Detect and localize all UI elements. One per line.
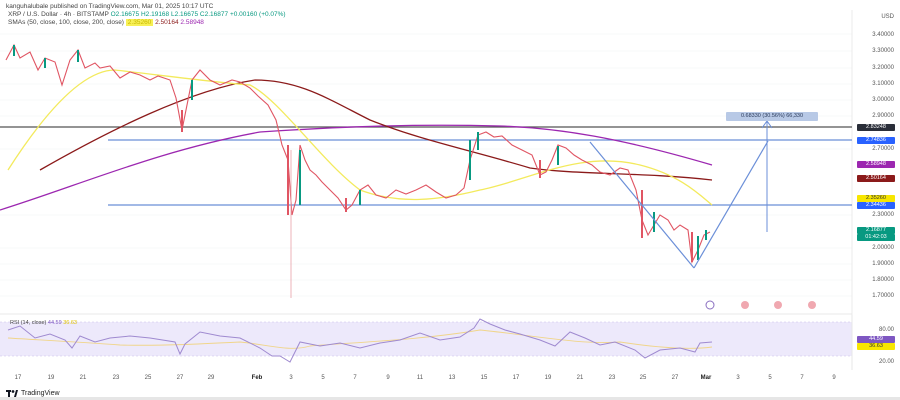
price-tick: 2.00000	[872, 245, 894, 251]
sma50-value: 2.35260	[125, 19, 154, 26]
ohlc-change: +0.00160 (+0.07%)	[229, 11, 286, 18]
currency-label: USD	[881, 14, 894, 20]
price-tag-sma100: 2.50164	[857, 175, 895, 182]
time-tick: 7	[800, 375, 804, 381]
time-tick: 17	[14, 375, 22, 381]
flag-us-icon	[741, 301, 749, 309]
time-tick: 19	[544, 375, 552, 381]
rsi-value: 44.59	[47, 320, 62, 326]
price-tag-blue-lower: 2.34436	[857, 202, 895, 209]
time-tick: 9	[386, 375, 390, 381]
time-tick: 17	[512, 375, 520, 381]
price-tag-sma50: 2.35260	[857, 195, 895, 202]
time-tick: 5	[321, 375, 325, 381]
ohlc-high: H2.19168	[140, 11, 170, 18]
symbol-name[interactable]: XRP / U.S. Dollar · 4h · BITSTAMP	[8, 11, 109, 18]
time-tick: 5	[768, 375, 772, 381]
time-tick-month: Mar	[700, 375, 712, 381]
ohlc-open: O2.16675	[110, 11, 140, 18]
time-tick: 23	[608, 375, 616, 381]
price-tick: 1.70000	[872, 293, 894, 299]
rsi-band	[0, 322, 852, 356]
price-tag-sma200: 2.58948	[857, 161, 895, 168]
price-tick: 3.00000	[872, 97, 894, 103]
price-tag-blue-upper: 2.74836	[857, 137, 895, 144]
rsi-label: RSI (14, close)	[10, 320, 47, 326]
ohlc-close: C2.16877	[199, 11, 229, 18]
time-tick: 29	[207, 375, 215, 381]
time-tick: 25	[639, 375, 647, 381]
price-tick: 3.40000	[872, 32, 894, 38]
measure-label[interactable]: 0.68330 (30.56%) 66,330	[726, 112, 818, 121]
ohlc-low: L2.16675	[170, 11, 199, 18]
chart-header: kanguhalubale published on TradingView.c…	[6, 3, 286, 27]
time-tick: 23	[112, 375, 120, 381]
price-tick: 2.30000	[872, 212, 894, 218]
published-line: kanguhalubale published on TradingView.c…	[6, 3, 214, 10]
sma200-value: 2.58948	[180, 19, 204, 26]
time-tick: 21	[79, 375, 87, 381]
time-tick: 3	[736, 375, 740, 381]
sma-label: SMAs (50, close, 100, close, 200, close)	[8, 19, 124, 26]
price-tick: 3.30000	[872, 48, 894, 54]
time-tick: 9	[832, 375, 836, 381]
brand-name: TradingView	[21, 390, 60, 397]
rsi-legend[interactable]: RSI (14, close) 44.59 36.63	[10, 320, 77, 326]
time-tick: 25	[144, 375, 152, 381]
tradingview-logo-icon	[6, 390, 18, 397]
rsi-ma-value: 36.63	[63, 320, 77, 326]
bottom-bar	[0, 397, 900, 400]
price-tick: 3.10000	[872, 81, 894, 87]
time-tick: 19	[47, 375, 55, 381]
time-tick-month: Feb	[251, 375, 263, 381]
price-tick: 2.70000	[872, 146, 894, 152]
price-tick: 1.90000	[872, 261, 894, 267]
time-tick: 21	[576, 375, 584, 381]
price-tick: 1.80000	[872, 277, 894, 283]
sma100-value: 2.50164	[155, 19, 179, 26]
price-tag-resistance: 2.83248	[857, 124, 895, 131]
countdown-tag: 01:42:03	[857, 234, 895, 241]
grid-lines	[0, 33, 852, 297]
time-tick: 13	[448, 375, 456, 381]
price-tick: 2.90000	[872, 113, 894, 119]
flag-us-icon	[808, 301, 816, 309]
time-tick: 15	[480, 375, 488, 381]
tradingview-logo[interactable]: TradingView	[6, 390, 60, 397]
time-tick: 11	[416, 375, 424, 381]
flag-us-icon	[774, 301, 782, 309]
price-tag-last: 2.16877	[857, 227, 895, 234]
rsi-tick: 80.00	[878, 327, 894, 333]
rsi-ma-tag: 36.63	[857, 343, 895, 350]
event-icon	[705, 300, 715, 310]
time-tick: 3	[289, 375, 293, 381]
sma-legend[interactable]: SMAs (50, close, 100, close, 200, close)…	[6, 19, 286, 27]
symbol-line: XRP / U.S. Dollar · 4h · BITSTAMP O2.166…	[6, 11, 286, 19]
time-tick: 27	[671, 375, 679, 381]
rsi-tick: 20.00	[878, 359, 894, 365]
price-tick: 3.20000	[872, 65, 894, 71]
rsi-value-tag: 44.59	[857, 336, 895, 343]
time-tick: 7	[353, 375, 357, 381]
time-tick: 27	[176, 375, 184, 381]
